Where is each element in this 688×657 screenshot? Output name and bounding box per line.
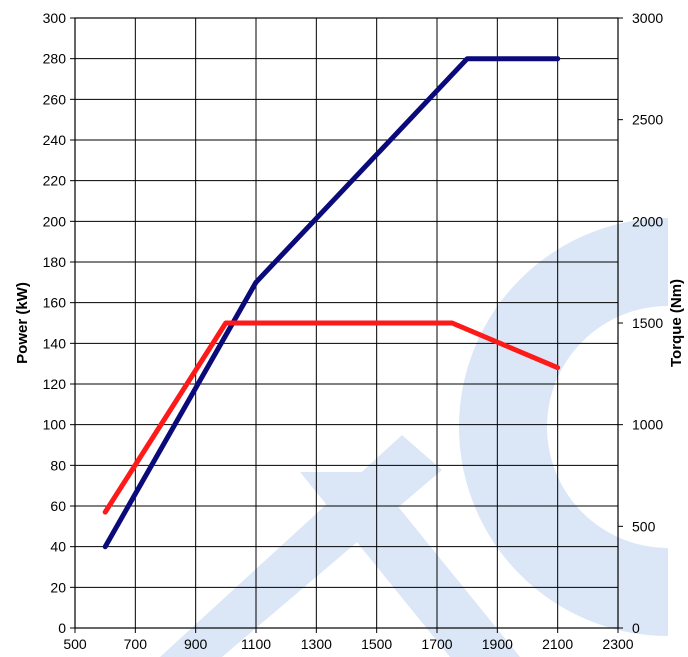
x-tick-label: 2300 <box>602 636 633 652</box>
x-tick-label: 1900 <box>482 636 513 652</box>
y-tick-label: 160 <box>43 295 67 311</box>
y2-tick-label: 2000 <box>632 213 663 229</box>
y-tick-label: 220 <box>43 173 67 189</box>
x-tick-label: 1100 <box>241 636 271 652</box>
x-tick-label: 700 <box>124 636 148 652</box>
y-tick-label: 280 <box>43 51 67 67</box>
y2-tick-label: 500 <box>632 518 656 534</box>
x-tick-label: 1700 <box>421 636 452 652</box>
y-tick-label: 180 <box>43 254 67 270</box>
y-tick-label: 120 <box>43 376 67 392</box>
x-axis-ticks: 500 700 900 1100 1300 1500 1700 1900 2100 2300 <box>63 628 634 652</box>
torque-series-line <box>102 320 561 515</box>
x-tick-label: 2100 <box>542 636 573 652</box>
y2-axis-ticks: 0 500 1000 1500 2000 2500 3000 <box>618 10 663 636</box>
y-axis-ticks: 0 20 40 60 80 100 120 140 160 180 200 220 240 260 280 3… <box>43 10 75 636</box>
y2-tick-label: 2500 <box>632 112 663 128</box>
x-tick-label: 500 <box>63 636 87 652</box>
y2-tick-label: 3000 <box>632 10 663 26</box>
x-tick-label: 1500 <box>361 636 392 652</box>
x-tick-label: 900 <box>184 636 208 652</box>
y-tick-label: 40 <box>50 539 66 555</box>
y-tick-label: 140 <box>43 335 67 351</box>
y-tick-label: 0 <box>58 620 66 636</box>
series-layer <box>102 56 561 550</box>
x-tick-label: 1300 <box>301 636 332 652</box>
power-series-line <box>102 56 561 550</box>
y-tick-label: 100 <box>43 417 67 433</box>
y-tick-label: 240 <box>43 132 67 148</box>
y-axis-title: Power (kW) <box>14 282 31 364</box>
y2-tick-label: 1500 <box>632 315 663 331</box>
y-tick-label: 260 <box>43 91 67 107</box>
y-tick-label: 60 <box>50 498 66 514</box>
y-tick-label: 200 <box>43 213 67 229</box>
watermark-arc <box>459 218 669 636</box>
watermark-logo <box>160 218 669 657</box>
y-tick-label: 20 <box>50 579 66 595</box>
y2-tick-label: 1000 <box>632 417 663 433</box>
y2-tick-label: 0 <box>632 620 640 636</box>
y-tick-label: 80 <box>50 457 66 473</box>
watermark-slash <box>300 472 520 657</box>
y-tick-label: 300 <box>43 10 67 26</box>
y2-axis-title: Torque (Nm) <box>668 279 685 367</box>
